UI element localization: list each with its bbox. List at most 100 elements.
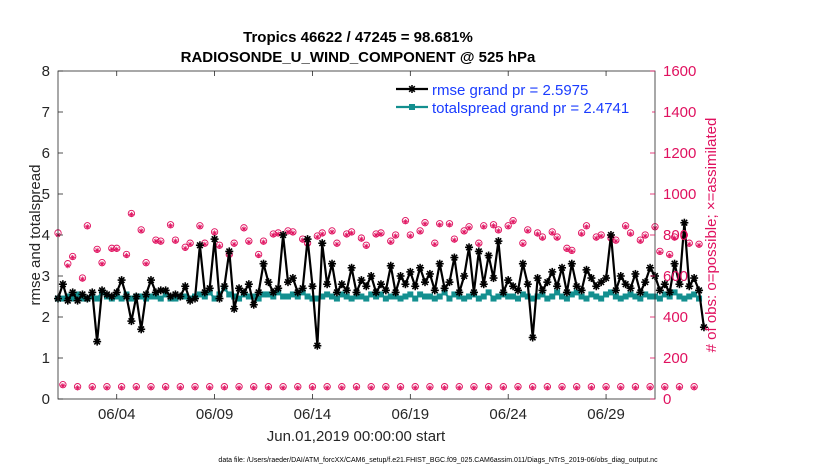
totalspread-point: [245, 293, 252, 300]
rmse-point: [68, 288, 77, 297]
rmse-point: [553, 282, 562, 291]
rmse-point: [391, 288, 400, 297]
rmse-point: [611, 286, 620, 295]
y-tick-label: 3: [42, 268, 50, 285]
rmse-point: [460, 272, 469, 280]
rmse-point: [142, 290, 151, 299]
totalspread-point: [69, 295, 76, 302]
obs-assimilated-marker: [554, 235, 560, 241]
rmse-point: [88, 288, 97, 297]
legend-rmse-asterisk: [408, 85, 416, 93]
totalspread-point: [544, 295, 551, 302]
totalspread-point: [368, 291, 375, 298]
rmse-point: [93, 337, 102, 346]
obs-assimilated-marker: [123, 252, 130, 259]
totalspread-point: [377, 291, 384, 298]
legend-box: [393, 80, 652, 116]
rmse-point: [303, 235, 312, 244]
legend-marker-totalspread: [409, 104, 415, 110]
totalspread-point: [211, 295, 218, 302]
obs-assimilated-marker: [662, 385, 668, 391]
obs-assimilated-marker: [388, 239, 394, 245]
obs-assimilated-marker: [569, 248, 575, 254]
obs-assimilated-marker: [65, 263, 71, 269]
totalspread-point: [637, 295, 644, 302]
obs-assimilated-marker: [177, 385, 183, 391]
totalspread-point: [632, 293, 639, 300]
totalspread-point: [373, 293, 380, 300]
rmse-point: [381, 286, 390, 295]
obs-assimilated-marker: [182, 245, 188, 251]
totalspread-point: [265, 291, 272, 298]
obs-assimilated-marker: [647, 385, 653, 391]
obs-assimilated-marker: [373, 232, 379, 238]
totalspread-point: [656, 295, 663, 302]
rmse-point: [430, 286, 439, 295]
obs-assimilated-marker: [158, 239, 164, 245]
obs-assimilated-marker: [383, 385, 389, 391]
rmse-point: [489, 274, 498, 283]
obs-assimilated-marker: [461, 229, 467, 235]
obs-assimilated-marker: [637, 238, 643, 244]
obs-assimilated-marker: [143, 261, 149, 267]
obs-assimilated-marker: [451, 237, 457, 243]
obs-assimilated-marker: [133, 385, 139, 391]
obs-assimilated-marker: [525, 228, 531, 234]
rmse-point: [435, 259, 444, 268]
x-tick-label: 06/09: [196, 406, 234, 423]
totalspread-point: [343, 293, 350, 300]
legend-label-rmse: rmse grand pr = 2.5975: [432, 82, 588, 99]
totalspread-point: [568, 291, 575, 298]
obs-assimilated-marker: [397, 385, 404, 391]
totalspread-point: [529, 295, 536, 302]
obs-assimilated-marker: [578, 231, 585, 237]
obs-assimilated-marker: [613, 238, 619, 244]
totalspread-point: [647, 293, 654, 300]
right-y-axis: 0 200 400 600 800 1000 1200 1400 1600: [650, 63, 696, 408]
y-tick-label: 8: [42, 63, 50, 80]
totalspread-point: [118, 295, 125, 302]
totalspread-point: [280, 293, 287, 300]
rmse-point: [215, 294, 224, 303]
totalspread-point: [324, 291, 331, 298]
right-y-tick-label: 600: [663, 268, 688, 285]
legend-totalspread-square: [409, 104, 415, 110]
obs-assimilated-marker: [251, 385, 257, 391]
obs-assimilated-marker: [329, 229, 335, 235]
rmse-point: [396, 272, 405, 280]
rmse-point: [523, 280, 532, 289]
totalspread-point: [128, 295, 135, 302]
rmse-point: [455, 288, 464, 297]
rmse-point: [117, 276, 126, 285]
rmse-point: [347, 263, 356, 272]
totalspread-point: [417, 291, 424, 298]
right-y-tick-label: 0: [663, 391, 671, 408]
obs-assimilated-marker: [632, 385, 639, 391]
obs-assimilated-marker: [500, 385, 506, 391]
obs-assimilated-marker: [686, 241, 692, 247]
totalspread-point: [363, 295, 370, 302]
rmse-point: [504, 276, 513, 285]
totalspread-point: [617, 295, 624, 302]
rmse-point: [83, 294, 92, 303]
obs-assimilated-marker: [70, 254, 76, 261]
x-axis: 06/04 06/09 06/14 06/19 06/24 06/29: [98, 71, 625, 423]
totalspread-point: [666, 293, 673, 300]
rmse-point: [122, 292, 131, 301]
totalspread-point: [446, 295, 453, 302]
totalspread-point: [299, 289, 306, 296]
x-axis-label: Jun.01,2019 00:00:00 start: [267, 428, 446, 445]
totalspread-point: [583, 295, 590, 302]
obs-assimilated-marker: [339, 385, 345, 391]
totalspread-point: [407, 291, 414, 298]
obs-assimilated-marker: [427, 385, 433, 391]
right-y-tick-label: 1200: [663, 145, 696, 162]
rmse-point: [685, 282, 694, 291]
totalspread-point: [382, 295, 389, 302]
totalspread-point: [607, 289, 614, 296]
rmse-point: [362, 282, 371, 291]
obs-assimilated-marker: [559, 385, 565, 391]
y-tick-label: 6: [42, 145, 50, 162]
rmse-point: [499, 288, 508, 297]
